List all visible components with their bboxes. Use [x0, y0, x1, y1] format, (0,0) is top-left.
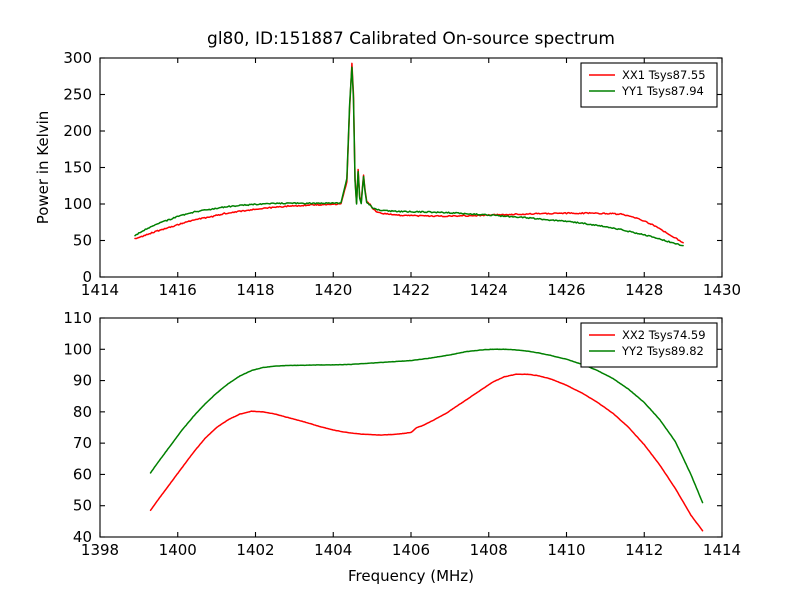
- series-line-top-panel-0: [134, 62, 684, 244]
- x-tick-label-bottom-panel-0: 1398: [81, 541, 119, 559]
- x-tick-label-top-panel-7: 1428: [625, 281, 663, 299]
- y-tick-label-top-panel-6: 300: [63, 49, 92, 67]
- x-tick-label-bottom-panel-3: 1404: [314, 541, 352, 559]
- legend-box-top-panel: [580, 62, 718, 108]
- x-tick-label-bottom-panel-7: 1412: [625, 541, 663, 559]
- y-tick-label-bottom-panel-5: 90: [73, 372, 92, 390]
- series-line-bottom-panel-1: [149, 348, 704, 504]
- x-tick-label-top-panel-3: 1420: [314, 281, 352, 299]
- y-tick-label-top-panel-1: 50: [73, 232, 92, 250]
- x-tick-label-bottom-panel-2: 1402: [236, 541, 274, 559]
- legend-label-top-panel-0: XX1 Tsys87.55: [622, 68, 706, 82]
- series-line-bottom-panel-0: [149, 373, 704, 532]
- y-axis-label-top-panel: Power in Kelvin: [34, 111, 52, 225]
- page-title: gl80, ID:151887 Calibrated On-source spe…: [207, 29, 615, 49]
- x-tick-label-bottom-panel-5: 1408: [470, 541, 508, 559]
- panel-top-panel: 1414 1416 1418 1420 1422 1424 1426 1428 1430 0 50 1…: [34, 49, 741, 299]
- y-tick-label-top-panel-2: 100: [63, 195, 92, 213]
- legend-label-bottom-panel-0: XX2 Tsys74.59: [622, 328, 706, 342]
- x-tick-label-top-panel-1: 1416: [159, 281, 197, 299]
- x-tick-label-top-panel-5: 1424: [470, 281, 508, 299]
- x-tick-label-top-panel-6: 1426: [547, 281, 585, 299]
- y-tick-label-bottom-panel-0: 40: [73, 528, 92, 546]
- x-axis-label-bottom-panel: Frequency (MHz): [348, 567, 474, 585]
- y-tick-label-bottom-panel-3: 70: [73, 434, 92, 452]
- y-tick-label-top-panel-5: 250: [63, 86, 92, 104]
- legend-label-bottom-panel-1: YY2 Tsys89.82: [621, 344, 704, 358]
- y-tick-label-bottom-panel-1: 50: [73, 497, 92, 515]
- x-tick-label-bottom-panel-8: 1414: [703, 541, 741, 559]
- y-tick-label-bottom-panel-4: 80: [73, 403, 92, 421]
- x-tick-label-top-panel-2: 1418: [236, 281, 274, 299]
- y-tick-label-bottom-panel-6: 100: [63, 340, 92, 358]
- x-tick-label-top-panel-8: 1430: [703, 281, 741, 299]
- x-tick-label-top-panel-4: 1422: [392, 281, 430, 299]
- x-tick-label-bottom-panel-1: 1400: [159, 541, 197, 559]
- y-tick-label-bottom-panel-7: 110: [63, 309, 92, 327]
- y-tick-label-bottom-panel-2: 60: [73, 465, 92, 483]
- y-tick-label-top-panel-3: 150: [63, 159, 92, 177]
- legend-bottom-panel: XX2 Tsys74.59 YY2 Tsys89.82: [580, 322, 718, 368]
- x-tick-label-bottom-panel-4: 1406: [392, 541, 430, 559]
- series-line-top-panel-1: [134, 66, 684, 247]
- panel-bottom-panel: 1398 1400 1402 1404 1406 1408 1410 1412 1414 40 50…: [63, 309, 741, 585]
- y-tick-label-top-panel-4: 200: [63, 122, 92, 140]
- legend-top-panel: XX1 Tsys87.55 YY1 Tsys87.94: [580, 62, 718, 108]
- y-tick-label-top-panel-0: 0: [82, 268, 92, 286]
- x-tick-label-bottom-panel-6: 1410: [547, 541, 585, 559]
- legend-label-top-panel-1: YY1 Tsys87.94: [621, 84, 704, 98]
- legend-box-bottom-panel: [580, 322, 718, 368]
- x-tick-label-top-panel-0: 1414: [81, 281, 119, 299]
